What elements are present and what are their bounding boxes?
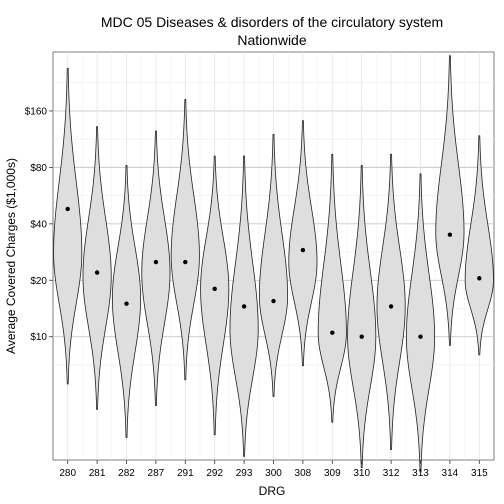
- violin-314: [435, 55, 465, 346]
- violins: [53, 55, 494, 473]
- violin-309: [317, 153, 347, 423]
- violin-282: [111, 164, 142, 438]
- mean-point-282: [124, 301, 129, 306]
- x-tick-label: 314: [442, 468, 459, 479]
- y-axis: $10 $20 $40 $80 $160: [25, 106, 53, 343]
- x-tick-label: 300: [265, 468, 282, 479]
- mean-point-315: [477, 276, 482, 281]
- mean-point-308: [300, 247, 306, 253]
- chart-title: MDC 05 Diseases & disorders of the circu…: [101, 14, 443, 30]
- x-axis: 280 281 282 287 291 292 293 300 308 309 310 312 313 3…: [59, 460, 488, 479]
- mean-point-291: [183, 259, 188, 265]
- mean-point-314: [447, 232, 453, 237]
- x-tick-label: 308: [295, 468, 312, 479]
- mean-point-287: [153, 259, 159, 265]
- violin-281: [82, 126, 112, 410]
- mean-point-310: [359, 334, 364, 339]
- x-tick-label: 312: [383, 468, 400, 479]
- x-axis-label: DRG: [259, 484, 286, 498]
- y-tick-label: $40: [30, 219, 47, 230]
- x-tick-label: 281: [89, 468, 106, 479]
- x-tick-label: 280: [59, 468, 76, 479]
- y-tick-label: $160: [25, 106, 48, 117]
- mean-point-292: [212, 286, 217, 292]
- x-tick-label: 292: [206, 468, 223, 479]
- mean-point-300: [271, 298, 276, 304]
- violin-308: [288, 120, 318, 367]
- x-tick-label: 313: [412, 468, 429, 479]
- y-axis-label: Average Covered Charges ($1,000s): [4, 158, 18, 354]
- violin-300: [258, 133, 289, 397]
- plot-panel: [52, 51, 495, 473]
- y-tick-label: $80: [30, 163, 47, 174]
- violin-312: [376, 153, 406, 450]
- violin-292: [200, 155, 230, 436]
- mean-point-281: [94, 270, 100, 275]
- x-tick-label: 309: [324, 468, 341, 479]
- mean-point-309: [330, 330, 335, 335]
- violin-315: [464, 135, 494, 356]
- violin-291: [170, 99, 200, 381]
- x-tick-label: 287: [148, 468, 165, 479]
- violin-280: [53, 67, 83, 385]
- x-tick-label: 315: [471, 468, 488, 479]
- mean-point-293: [241, 304, 247, 309]
- violin-313: [405, 173, 436, 473]
- x-tick-label: 282: [118, 468, 135, 479]
- y-tick-label: $20: [30, 276, 47, 287]
- mean-point-313: [418, 334, 423, 339]
- x-tick-label: 310: [353, 468, 370, 479]
- y-tick-label: $10: [30, 332, 47, 343]
- chart-subtitle: Nationwide: [237, 32, 306, 48]
- mean-point-312: [388, 304, 394, 309]
- x-tick-label: 291: [177, 468, 194, 479]
- x-tick-label: 293: [236, 468, 253, 479]
- mean-point-280: [65, 206, 70, 212]
- violin-287: [141, 130, 171, 406]
- violin-310: [347, 164, 377, 469]
